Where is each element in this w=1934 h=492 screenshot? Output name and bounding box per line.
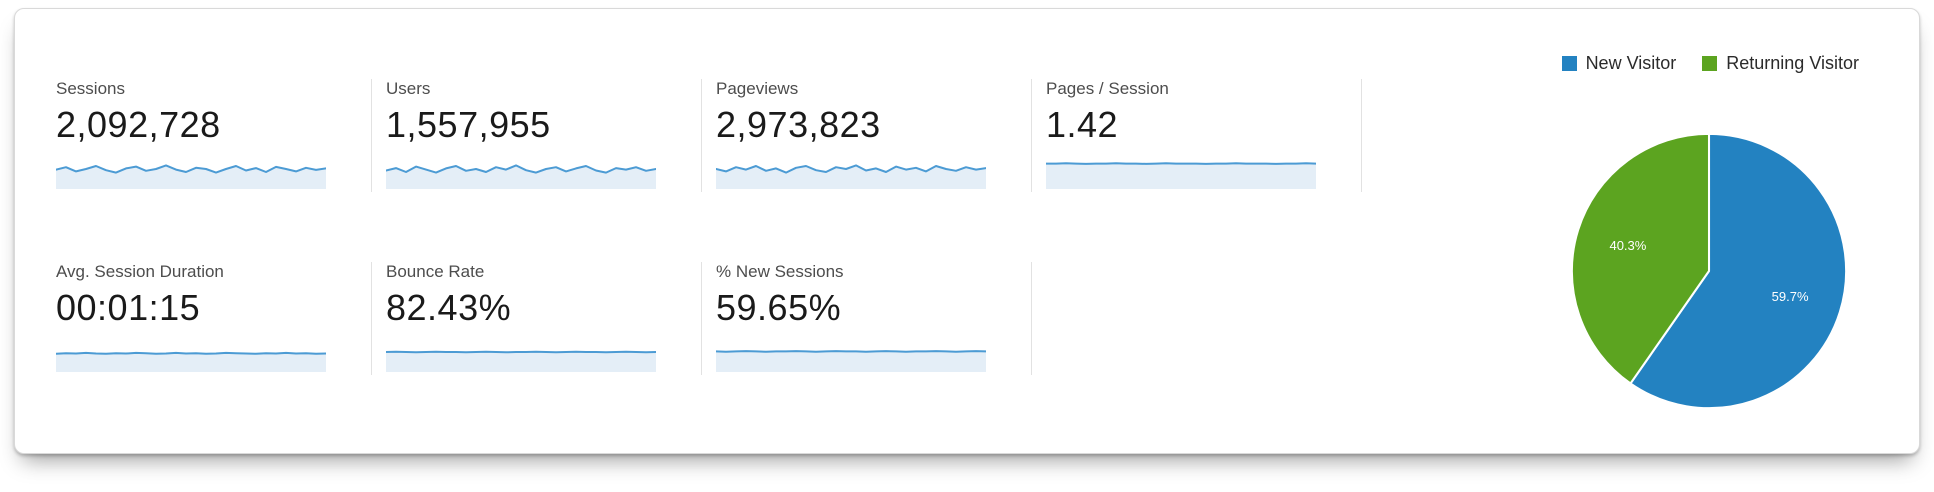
metric-label: Sessions: [56, 79, 125, 98]
legend-item-new-visitor[interactable]: New Visitor: [1561, 53, 1677, 74]
metric-card-sessions: Sessions 2,092,728: [42, 79, 372, 192]
metric-label: % New Sessions: [716, 262, 844, 281]
legend-label: New Visitor: [1585, 53, 1677, 73]
metric-card-new-sessions: % New Sessions 59.65%: [702, 262, 1032, 375]
sparkline-line: [716, 351, 986, 352]
sparkline-area: [56, 352, 326, 372]
legend-item-returning-visitor[interactable]: Returning Visitor: [1702, 53, 1859, 74]
metric-value: 00:01:15: [56, 287, 201, 328]
metric-value: 2,092,728: [56, 104, 221, 145]
sparkline-line: [386, 165, 656, 172]
metric-value: 1.42: [1046, 104, 1119, 145]
metric-card-pages-per-session: Pages / Session 1.42: [1032, 79, 1362, 192]
pie-legend: New Visitor Returning Visitor: [1561, 53, 1859, 74]
sparkline-chart: [386, 338, 656, 372]
sparkline-chart: [1046, 155, 1316, 189]
sparkline-line: [1046, 163, 1316, 164]
empty-cell: [1032, 262, 1362, 375]
sparkline-line: [716, 165, 986, 172]
metrics-grid: Sessions 2,092,728 Users 1,557,955 Pagev…: [42, 79, 1362, 375]
metric-card-pageviews: Pageviews 2,973,823: [702, 79, 1032, 192]
legend-label: Returning Visitor: [1726, 53, 1859, 73]
sparkline-chart: [56, 155, 326, 189]
overview-card: Sessions 2,092,728 Users 1,557,955 Pagev…: [14, 8, 1920, 454]
legend-swatch-icon: [1561, 56, 1577, 71]
metric-card-users: Users 1,557,955: [372, 79, 702, 192]
sparkline-line: [56, 353, 326, 354]
pie-slice-new-visitor[interactable]: [1629, 132, 1848, 410]
sparkline-line: [56, 165, 326, 172]
sparkline-area: [1046, 163, 1316, 189]
sparkline-chart: [56, 338, 326, 372]
metric-card-avg-session-duration: Avg. Session Duration 00:01:15: [42, 262, 372, 375]
pie-slice-label: 40.3%: [1609, 238, 1646, 253]
metric-label: Bounce Rate: [386, 262, 485, 281]
metric-value: 1,557,955: [386, 104, 551, 145]
legend-swatch-icon: [1702, 56, 1718, 71]
pie-slice-label: 59.7%: [1772, 289, 1809, 304]
metric-value: 59.65%: [716, 287, 842, 328]
metric-value: 82.43%: [386, 287, 512, 328]
sparkline-area: [716, 165, 986, 189]
metric-label: Pages / Session: [1046, 79, 1169, 98]
sparkline-area: [56, 165, 326, 189]
pie-slice-returning-visitor[interactable]: [1570, 132, 1711, 385]
metric-label: Avg. Session Duration: [56, 262, 224, 281]
pie-chart: 59.7% 40.3%: [1570, 132, 1848, 410]
metric-label: Pageviews: [716, 79, 799, 98]
metric-card-bounce-rate: Bounce Rate 82.43%: [372, 262, 702, 375]
sparkline-line: [386, 352, 656, 353]
sparkline-area: [386, 351, 656, 372]
sparkline-chart: [386, 155, 656, 189]
sparkline-area: [716, 351, 986, 372]
sparkline-chart: [716, 338, 986, 372]
sparkline-area: [386, 165, 656, 189]
metric-label: Users: [386, 79, 431, 98]
metric-value: 2,973,823: [716, 104, 881, 145]
sparkline-chart: [716, 155, 986, 189]
